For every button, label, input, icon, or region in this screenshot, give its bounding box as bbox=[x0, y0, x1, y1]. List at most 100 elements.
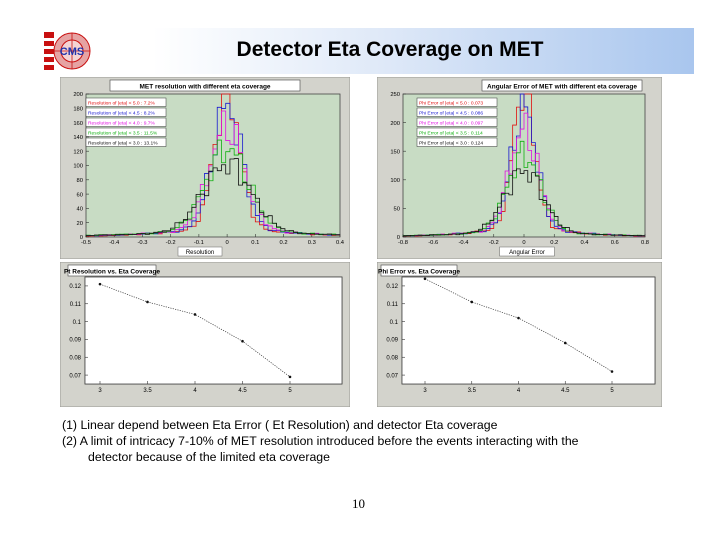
x-tick-label: 4 bbox=[517, 388, 521, 394]
y-tick-label: 0 bbox=[80, 235, 83, 241]
chart-title-box bbox=[109, 79, 301, 92]
chart-title-box bbox=[67, 264, 157, 277]
y-tick-label: 0.07 bbox=[69, 373, 81, 379]
x-tick-label: 0.6 bbox=[611, 240, 619, 246]
y-tick-label: 0.08 bbox=[386, 355, 398, 361]
x-tick-label: 0 bbox=[225, 240, 228, 246]
y-tick-label: 60 bbox=[77, 192, 83, 198]
data-point bbox=[610, 370, 614, 373]
pt-resolution-chart: Pt Resolution vs. Eta Coverage 0.07 0.08 0.… bbox=[60, 262, 350, 407]
x-tick-label: -0.2 bbox=[166, 240, 176, 246]
y-tick-label: 120 bbox=[73, 149, 83, 155]
phi-error-chart: Phi Error vs. Eta Coverage 0.07 0.08 0.09 0.… bbox=[377, 262, 662, 407]
y-tick-label: 250 bbox=[390, 92, 400, 98]
x-label-box bbox=[177, 246, 223, 257]
y-tick-label: 100 bbox=[73, 164, 83, 170]
met-resolution-chart: MET resolution with different eta covera… bbox=[60, 77, 350, 259]
legend-entry: Phi Error of |eta| < 3.0 : 0.124 bbox=[419, 140, 483, 146]
y-tick-label: 50 bbox=[394, 207, 400, 213]
y-tick-label: 180 bbox=[73, 107, 83, 113]
x-tick-label: -0.2 bbox=[489, 240, 499, 246]
y-tick-label: 0.07 bbox=[386, 373, 398, 379]
data-point bbox=[288, 375, 292, 379]
y-tick-label: 200 bbox=[73, 92, 83, 98]
slide-notes: (1) Linear depend between Eta Error ( Et… bbox=[62, 417, 702, 465]
legend-entry: Resolution of |eta| < 4.5 : 8.2% bbox=[88, 110, 155, 116]
y-tick-label: 150 bbox=[390, 149, 400, 155]
histogram-series bbox=[85, 158, 340, 237]
pt-resolution-panel: Pt Resolution vs. Eta Coverage 0.07 0.08 0.… bbox=[60, 262, 350, 407]
legend-box bbox=[416, 127, 498, 137]
scatter-plot-area bbox=[401, 276, 656, 385]
x-tick-label: 4.5 bbox=[238, 388, 247, 394]
legend-box bbox=[416, 137, 498, 147]
legend-entry: Phi Error of |eta| < 4.0 : 0.097 bbox=[419, 120, 483, 126]
slide-title: Detector Eta Coverage on MET bbox=[236, 38, 544, 61]
legend-box bbox=[416, 97, 498, 107]
data-point bbox=[98, 282, 102, 286]
x-tick-label: -0.8 bbox=[398, 240, 408, 246]
histogram-series bbox=[402, 168, 645, 237]
y-tick-label: 200 bbox=[390, 121, 400, 127]
note-1: (1) Linear depend between Eta Error ( Et… bbox=[62, 418, 498, 432]
page-number: 10 bbox=[352, 496, 365, 511]
y-tick-label: 80 bbox=[77, 178, 83, 184]
legend-entry: Phi Error of |eta| < 3.5 : 0.114 bbox=[419, 130, 483, 136]
chart-title: MET resolution with different eta covera… bbox=[139, 84, 270, 91]
x-tick-label: 4.5 bbox=[561, 388, 570, 394]
met-resolution-panel: MET resolution with different eta covera… bbox=[60, 77, 350, 259]
x-tick-label: 3 bbox=[423, 388, 427, 394]
y-tick-label: 0.11 bbox=[387, 302, 399, 308]
x-tick-label: 5 bbox=[288, 388, 292, 394]
legend-entry: Resolution of |eta| < 4.0 : 9.7% bbox=[88, 120, 155, 126]
y-tick-label: 0.09 bbox=[69, 338, 81, 344]
trend-line bbox=[99, 283, 291, 378]
x-label-box bbox=[499, 246, 555, 257]
legend-box bbox=[416, 117, 498, 127]
y-tick-label: 0.12 bbox=[69, 284, 81, 290]
angular-error-panel: Angular Error of MET with different eta … bbox=[377, 77, 662, 259]
x-tick-label: 0.3 bbox=[308, 240, 316, 246]
x-tick-label: 0.8 bbox=[641, 240, 649, 246]
legend-entry: Resolution of |eta| < 3.5 : 11.5% bbox=[88, 130, 158, 136]
y-tick-label: 160 bbox=[73, 121, 83, 127]
y-tick-label: 0.08 bbox=[69, 355, 81, 361]
legend-entry: Resolution of |eta| < 3.0 : 13.1% bbox=[88, 140, 158, 146]
x-tick-label: -0.3 bbox=[137, 240, 147, 246]
chart-title: Phi Error vs. Eta Coverage bbox=[378, 269, 460, 276]
legend-box bbox=[85, 107, 167, 117]
y-tick-label: 0.09 bbox=[386, 338, 398, 344]
y-tick-label: 140 bbox=[73, 135, 83, 141]
y-tick-label: 100 bbox=[390, 178, 400, 184]
chart-title-box bbox=[481, 79, 643, 92]
x-tick-label: -0.4 bbox=[459, 240, 470, 246]
cms-logo: CMS bbox=[42, 30, 94, 72]
data-point bbox=[563, 341, 567, 345]
data-point bbox=[241, 339, 244, 343]
x-tick-label: 3.5 bbox=[468, 388, 477, 394]
y-tick-label: 20 bbox=[77, 221, 83, 227]
note-2-continued: detector because of the limited eta cove… bbox=[88, 450, 330, 464]
y-tick-label: 0 bbox=[397, 235, 400, 241]
x-tick-label: 0.4 bbox=[336, 240, 345, 246]
data-point bbox=[193, 313, 197, 316]
x-axis-label: Resolution bbox=[186, 250, 214, 256]
x-tick-label: 0.2 bbox=[550, 240, 558, 246]
phi-error-panel: Phi Error vs. Eta Coverage 0.07 0.08 0.09 0.… bbox=[377, 262, 662, 407]
x-axis-label: Angular Error bbox=[509, 250, 545, 256]
cms-logo-text: CMS bbox=[60, 46, 84, 58]
y-tick-label: 0.1 bbox=[73, 320, 82, 326]
x-tick-label: 4 bbox=[193, 388, 197, 394]
chart-title: Pt Resolution vs. Eta Coverage bbox=[64, 269, 160, 276]
data-point bbox=[470, 300, 474, 304]
x-tick-label: 0.1 bbox=[251, 240, 259, 246]
x-tick-label: 3.5 bbox=[143, 388, 152, 394]
x-tick-label: 0.2 bbox=[280, 240, 288, 246]
data-point bbox=[146, 300, 149, 304]
data-point bbox=[423, 277, 427, 281]
data-point bbox=[517, 316, 520, 320]
legend-box bbox=[85, 117, 167, 127]
x-tick-label: -0.6 bbox=[428, 240, 438, 246]
legend-box bbox=[85, 127, 167, 137]
legend-box bbox=[85, 137, 167, 147]
